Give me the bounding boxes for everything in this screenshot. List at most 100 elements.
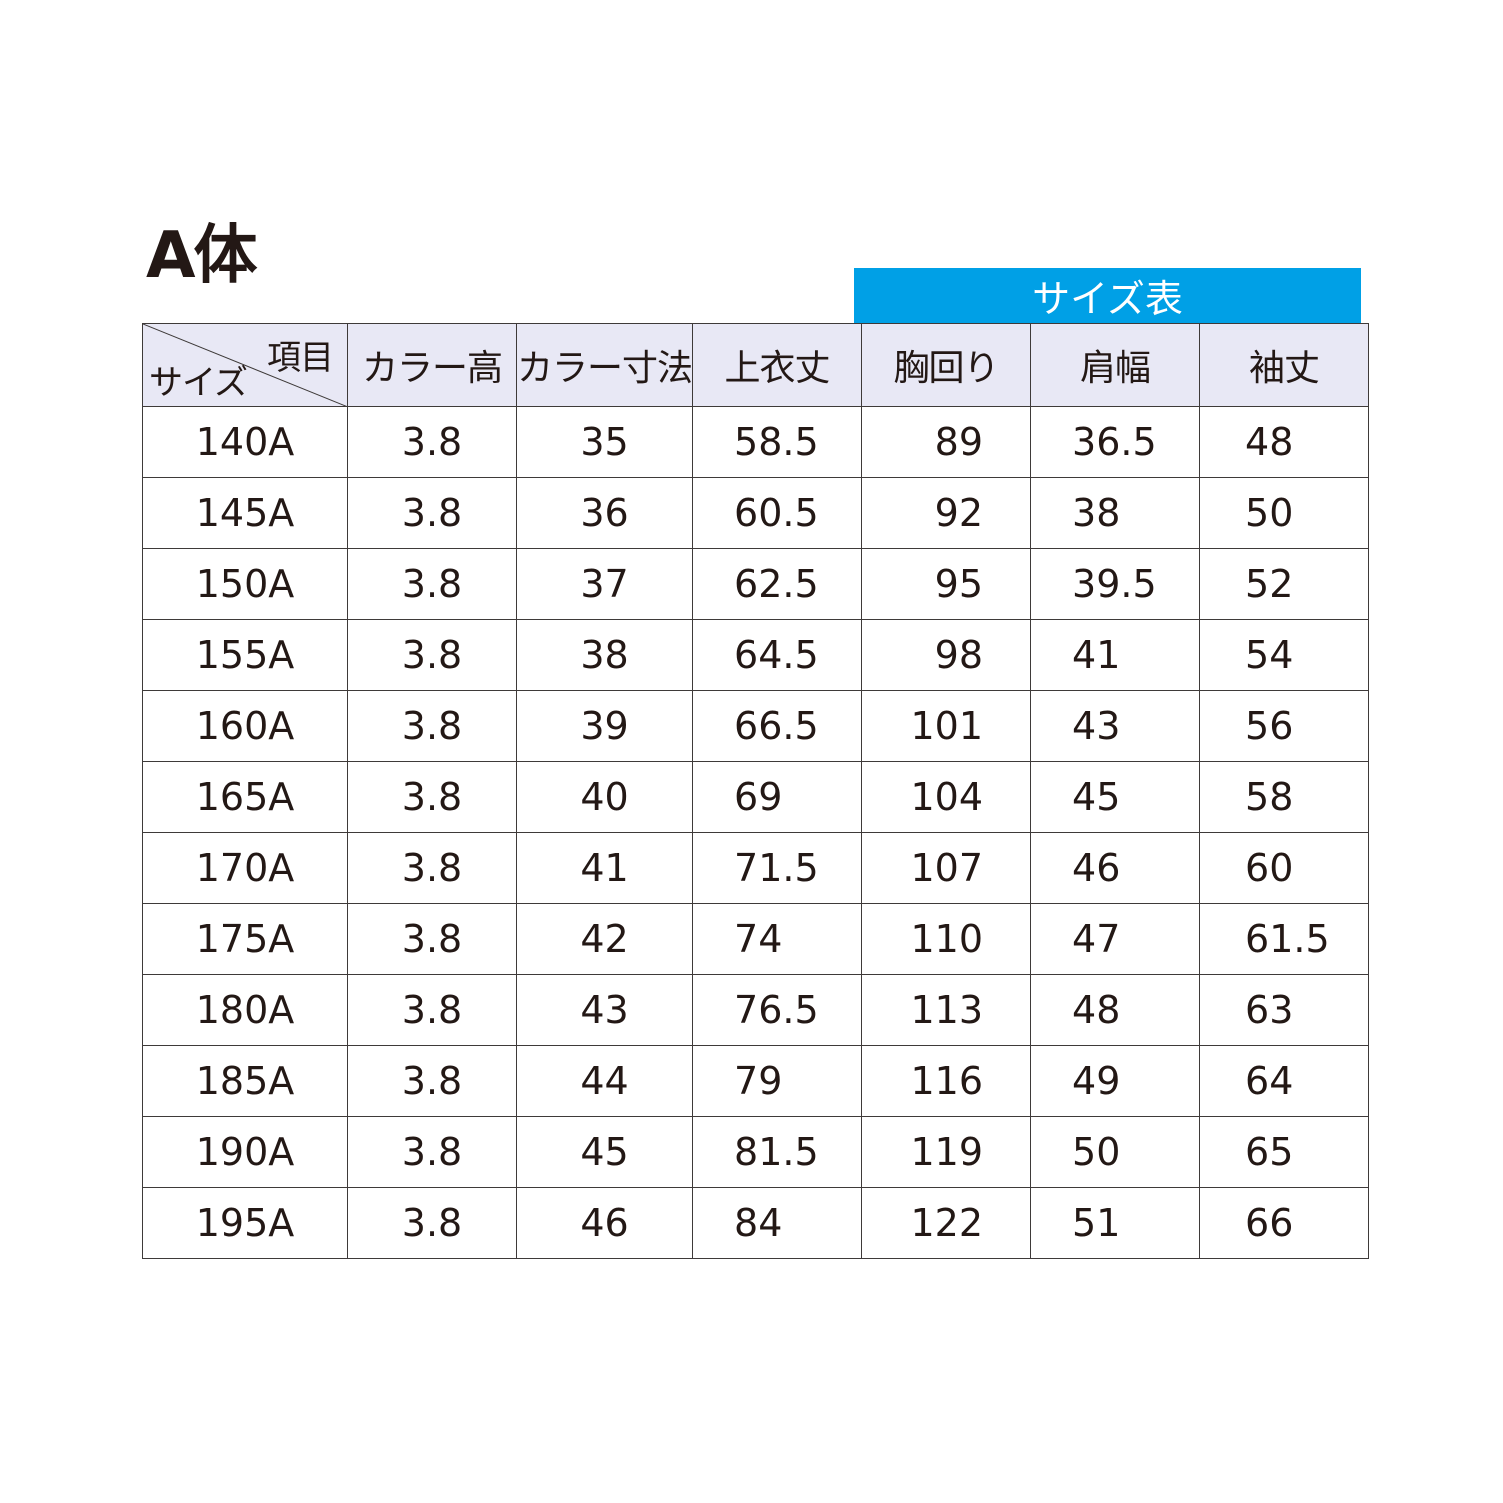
size-cell: 160A [142, 690, 348, 762]
value-cell: 48 [1199, 406, 1370, 478]
header-row: 項目 サイズ カラー高 カラー寸法 上衣丈 胸回り 肩幅 袖丈 [142, 323, 1370, 407]
value-cell: 3.8 [347, 761, 517, 833]
value-cell: 36.5 [1030, 406, 1201, 478]
table-row: 190A 3.8 45 81.5 119 50 65 [142, 1116, 1370, 1188]
value-cell: 60 [1199, 832, 1370, 904]
value-cell: 45 [1030, 761, 1201, 833]
table-row: 165A 3.8 40 69 104 45 58 [142, 761, 1370, 833]
size-cell: 140A [142, 406, 348, 478]
value-cell: 104 [861, 761, 1032, 833]
size-cell: 175A [142, 903, 348, 975]
value-cell: 58 [1199, 761, 1370, 833]
value-cell: 3.8 [347, 1116, 517, 1188]
size-cell: 165A [142, 761, 348, 833]
size-chart-banner: サイズ表 [854, 268, 1361, 323]
value-cell: 3.8 [347, 1045, 517, 1117]
value-cell: 64.5 [692, 619, 863, 691]
value-cell: 38 [515, 619, 694, 691]
value-cell: 69 [692, 761, 863, 833]
value-cell: 43 [515, 974, 694, 1046]
value-cell: 3.8 [347, 406, 517, 478]
table-row: 160A 3.8 39 66.5 101 43 56 [142, 690, 1370, 762]
diagonal-line [143, 324, 348, 407]
value-cell: 43 [1030, 690, 1201, 762]
column-header: カラー寸法 [515, 323, 693, 407]
size-cell: 170A [142, 832, 348, 904]
value-cell: 62.5 [692, 548, 863, 620]
value-cell: 40 [515, 761, 694, 833]
value-cell: 3.8 [347, 619, 517, 691]
value-cell: 119 [861, 1116, 1032, 1188]
page-title: A体 [146, 219, 258, 293]
size-cell: 180A [142, 974, 348, 1046]
table-row: 145A 3.8 36 60.5 92 38 50 [142, 477, 1370, 549]
value-cell: 3.8 [347, 903, 517, 975]
value-cell: 95 [861, 548, 1032, 620]
value-cell: 54 [1199, 619, 1370, 691]
value-cell: 50 [1199, 477, 1370, 549]
value-cell: 98 [861, 619, 1032, 691]
table-row: 175A 3.8 42 74 110 47 61.5 [142, 903, 1370, 975]
table-row: 180A 3.8 43 76.5 113 48 63 [142, 974, 1370, 1046]
size-cell: 195A [142, 1187, 348, 1259]
value-cell: 45 [515, 1116, 694, 1188]
column-header: 袖丈 [1199, 323, 1370, 407]
value-cell: 41 [1030, 619, 1201, 691]
value-cell: 37 [515, 548, 694, 620]
value-cell: 65 [1199, 1116, 1370, 1188]
value-cell: 3.8 [347, 832, 517, 904]
value-cell: 89 [861, 406, 1032, 478]
value-cell: 74 [692, 903, 863, 975]
value-cell: 51 [1030, 1187, 1201, 1259]
corner-size-label: サイズ [149, 363, 248, 403]
table-row: 185A 3.8 44 79 116 49 64 [142, 1045, 1370, 1117]
value-cell: 79 [692, 1045, 863, 1117]
value-cell: 60.5 [692, 477, 863, 549]
value-cell: 46 [1030, 832, 1201, 904]
column-header: 肩幅 [1030, 323, 1201, 407]
value-cell: 66 [1199, 1187, 1370, 1259]
table-row: 170A 3.8 41 71.5 107 46 60 [142, 832, 1370, 904]
value-cell: 46 [515, 1187, 694, 1259]
table-row: 150A 3.8 37 62.5 95 39.5 52 [142, 548, 1370, 620]
value-cell: 76.5 [692, 974, 863, 1046]
value-cell: 56 [1199, 690, 1370, 762]
value-cell: 58.5 [692, 406, 863, 478]
size-cell: 150A [142, 548, 348, 620]
size-cell: 185A [142, 1045, 348, 1117]
corner-item-label: 項目 [267, 338, 334, 378]
table-row: 155A 3.8 38 64.5 98 41 54 [142, 619, 1370, 691]
value-cell: 39.5 [1030, 548, 1201, 620]
value-cell: 36 [515, 477, 694, 549]
value-cell: 49 [1030, 1045, 1201, 1117]
value-cell: 3.8 [347, 477, 517, 549]
value-cell: 61.5 [1199, 903, 1370, 975]
table-row: 195A 3.8 46 84 122 51 66 [142, 1187, 1370, 1259]
value-cell: 107 [861, 832, 1032, 904]
column-header: 上衣丈 [692, 323, 863, 407]
value-cell: 71.5 [692, 832, 863, 904]
value-cell: 84 [692, 1187, 863, 1259]
value-cell: 52 [1199, 548, 1370, 620]
size-cell: 145A [142, 477, 348, 549]
value-cell: 63 [1199, 974, 1370, 1046]
value-cell: 42 [515, 903, 694, 975]
value-cell: 47 [1030, 903, 1201, 975]
value-cell: 113 [861, 974, 1032, 1046]
value-cell: 101 [861, 690, 1032, 762]
value-cell: 116 [861, 1045, 1032, 1117]
value-cell: 66.5 [692, 690, 863, 762]
size-cell: 155A [142, 619, 348, 691]
value-cell: 122 [861, 1187, 1032, 1259]
table-row: 140A 3.8 35 58.5 89 36.5 48 [142, 406, 1370, 478]
value-cell: 110 [861, 903, 1032, 975]
value-cell: 92 [861, 477, 1032, 549]
value-cell: 64 [1199, 1045, 1370, 1117]
value-cell: 50 [1030, 1116, 1201, 1188]
size-table: 項目 サイズ カラー高 カラー寸法 上衣丈 胸回り 肩幅 袖丈 140A 3.8 3… [142, 323, 1370, 1259]
value-cell: 48 [1030, 974, 1201, 1046]
value-cell: 39 [515, 690, 694, 762]
value-cell: 35 [515, 406, 694, 478]
value-cell: 38 [1030, 477, 1201, 549]
corner-header: 項目 サイズ [142, 323, 348, 407]
